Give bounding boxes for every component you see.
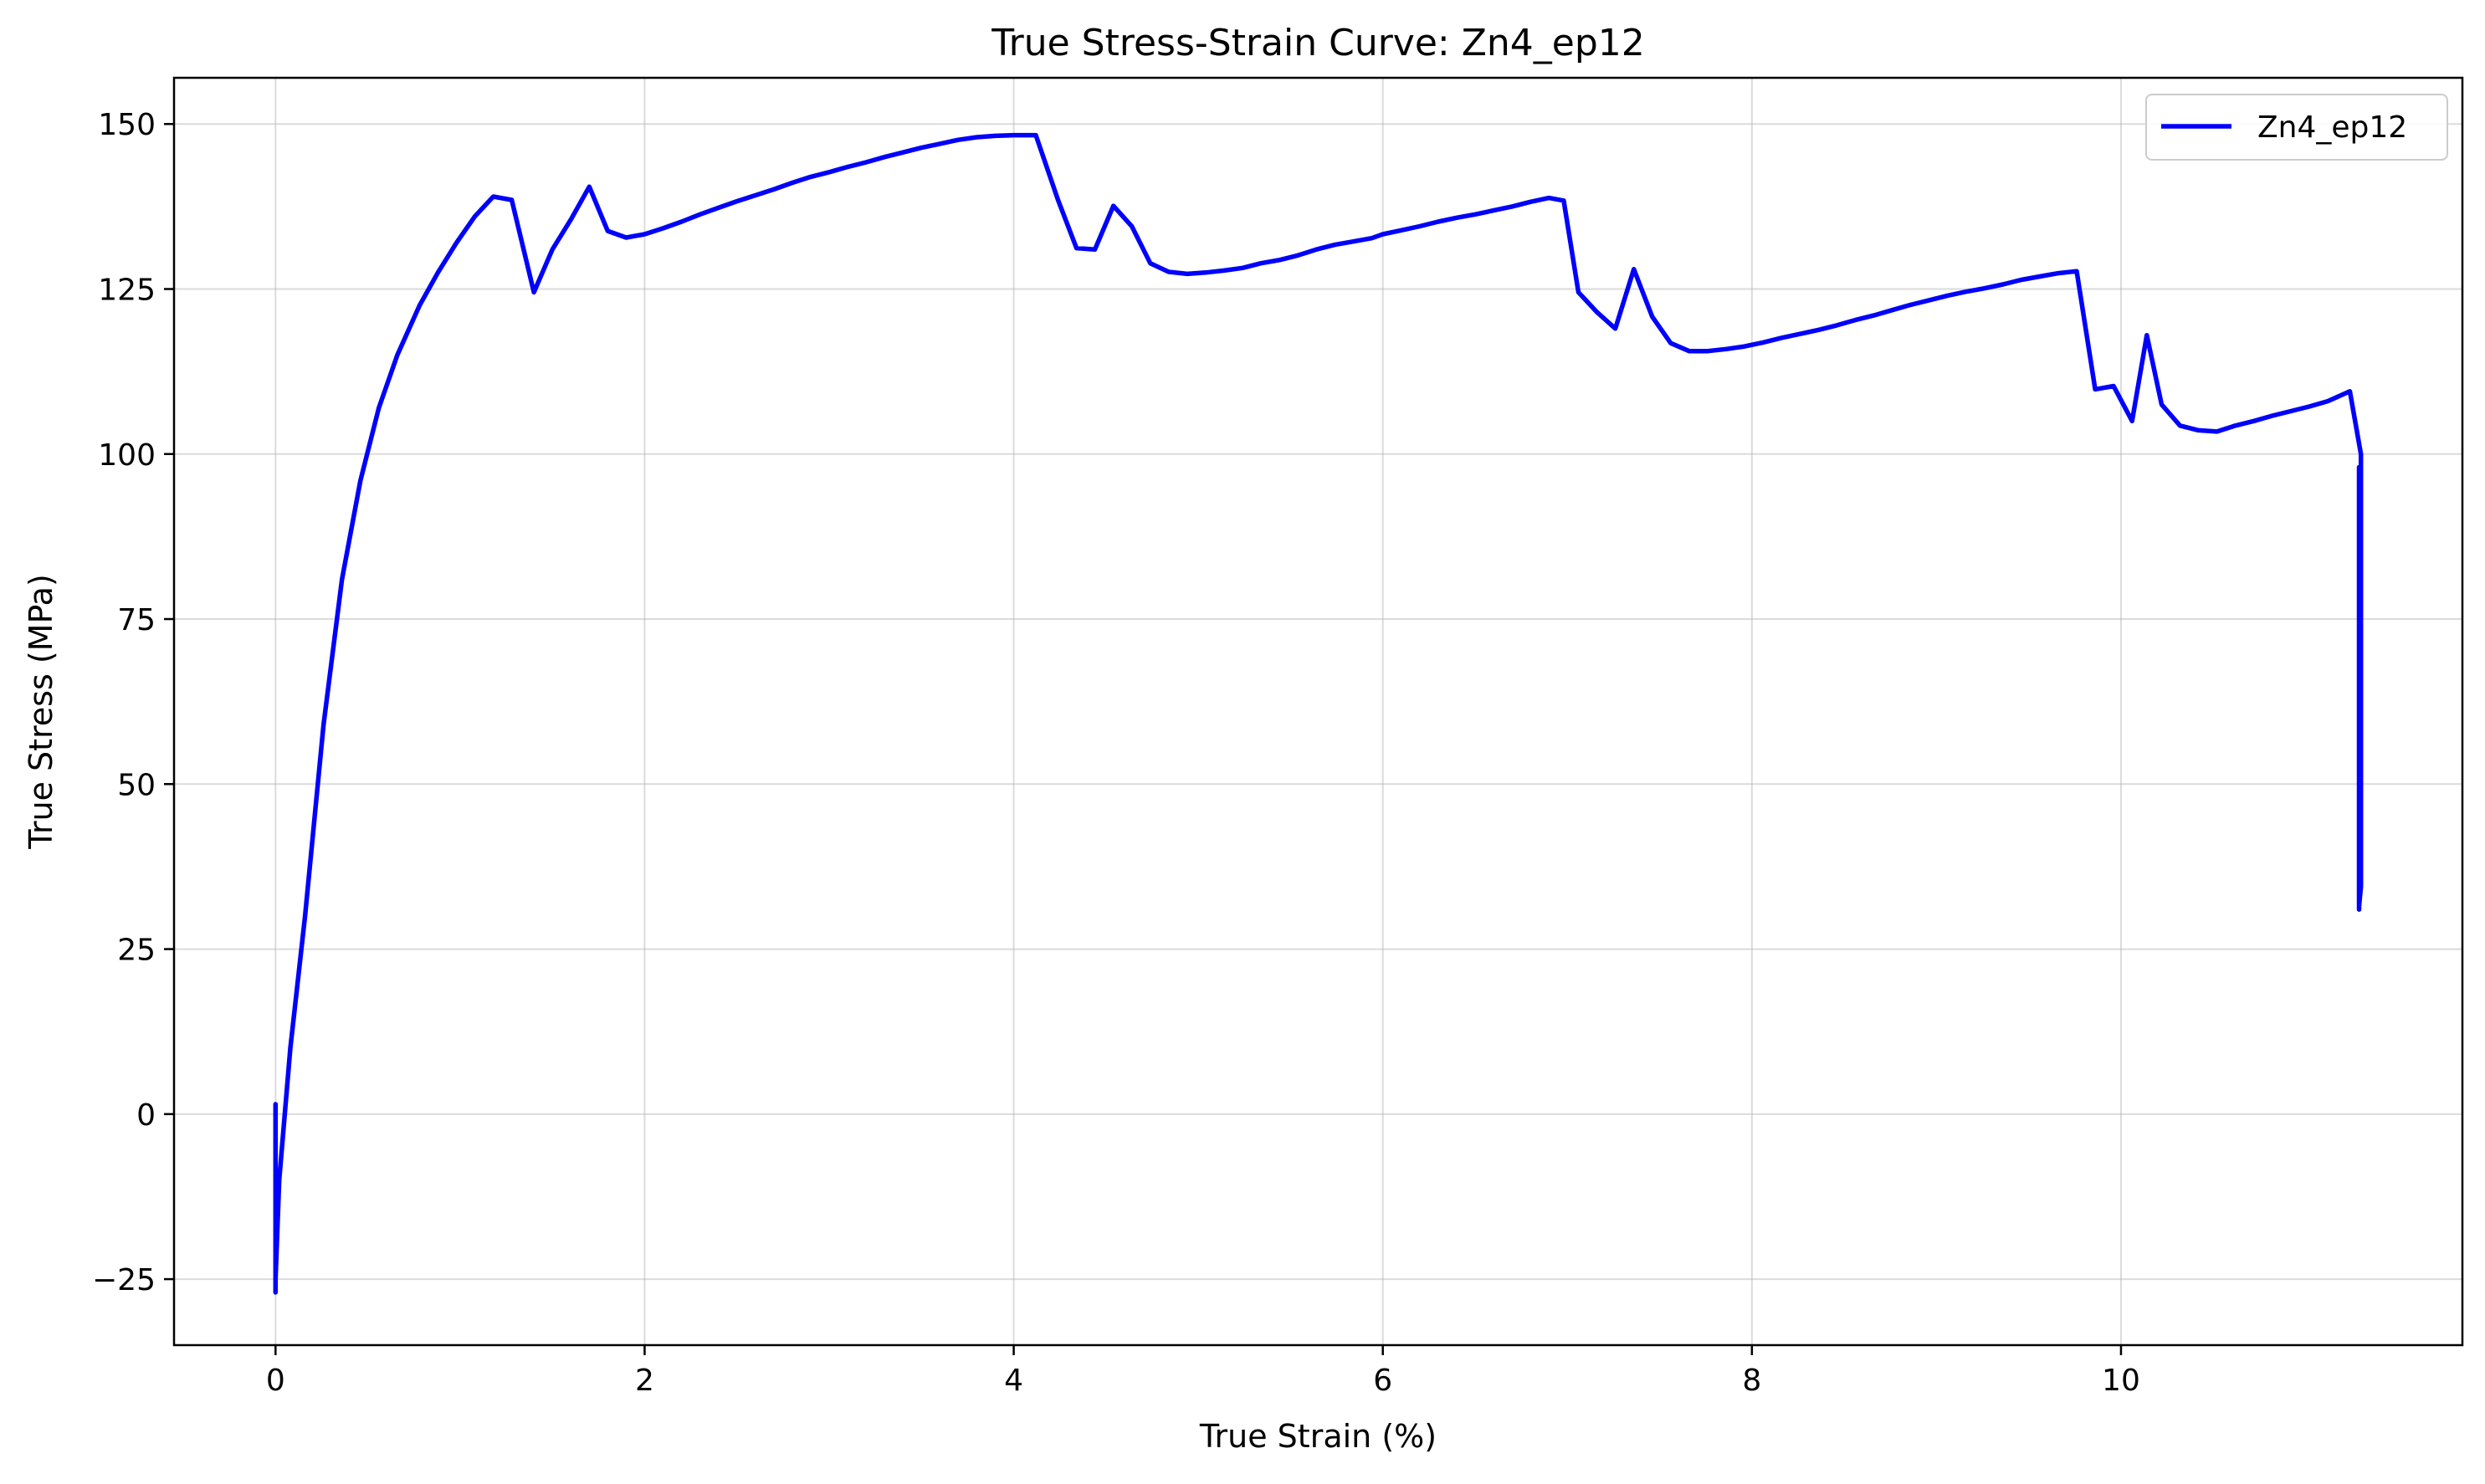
legend: Zn4_ep12 [2145,94,2448,161]
y-tick-label: 0 [136,1098,156,1133]
y-tick-label: 150 [98,108,156,142]
axes-layer: 0 2 4 6 8 10 −25 0 25 50 75 100 125 150 [92,108,2140,1398]
x-tick-label: 6 [1373,1364,1392,1398]
chart-title: True Stress-Strain Curve: Zn4_ep12 [991,22,1645,64]
x-tick-label: 10 [2102,1364,2140,1398]
plot-frame [172,76,2464,1347]
series-line-0 [273,132,2364,1295]
y-tick-label: 50 [117,768,156,802]
y-tick-label: −25 [92,1263,156,1297]
x-tick-label: 8 [1742,1364,1761,1398]
y-axis-label: True Stress (MPa) [23,574,59,850]
x-tick-label: 0 [266,1364,285,1398]
x-axis-label: True Strain (%) [1199,1418,1437,1455]
y-tick-label: 100 [98,438,156,473]
series-layer [273,132,2364,1295]
x-tick-label: 4 [1004,1364,1023,1398]
x-tick-label: 2 [635,1364,654,1398]
grid-layer [174,78,2462,1345]
y-tick-label: 125 [98,274,156,308]
legend-box [2145,94,2448,161]
y-tick-label: 75 [117,603,156,637]
y-tick-label: 25 [117,934,156,968]
legend-label: Zn4_ep12 [2257,110,2407,145]
